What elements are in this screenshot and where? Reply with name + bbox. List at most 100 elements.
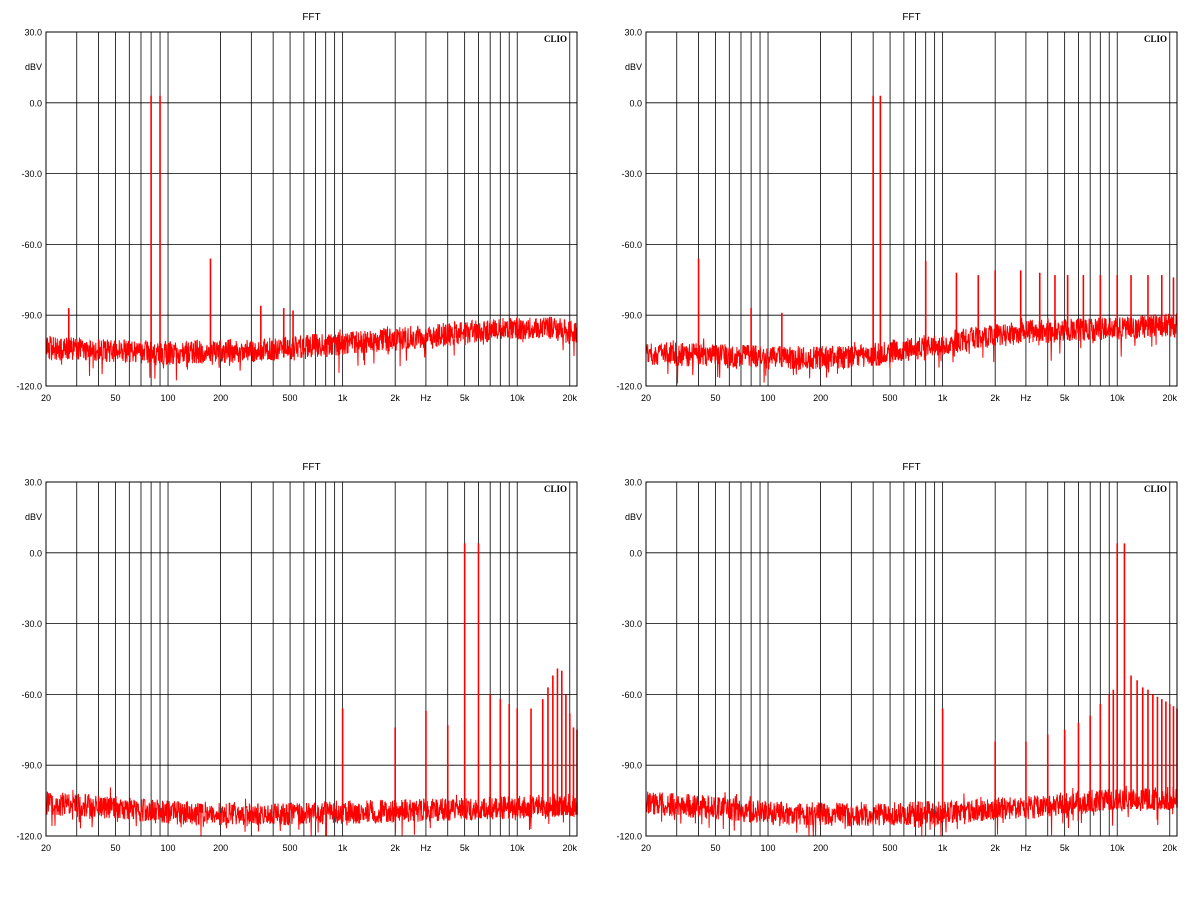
y-tick-label: 30.0 <box>24 478 42 488</box>
x-tick-label: 2k <box>990 393 1000 403</box>
brand-label: CLIO <box>1144 484 1167 494</box>
fft-chart-4: FFTCLIOdBV30.00.0-30.0-60.0-90.0-120.020… <box>616 462 1178 853</box>
y-tick-label: -120.0 <box>616 832 642 842</box>
y-tick-label: -30.0 <box>621 619 642 629</box>
x-tick-label: 20 <box>641 843 651 853</box>
y-axis-label: dBV <box>25 62 42 72</box>
y-tick-label: -90.0 <box>621 761 642 771</box>
x-tick-label: 50 <box>710 393 720 403</box>
x-tick-label: 5k <box>1060 843 1070 853</box>
x-tick-label: 10k <box>1110 393 1125 403</box>
x-tick-label: 50 <box>110 843 120 853</box>
y-axis-label: dBV <box>25 512 42 522</box>
y-tick-label: -120.0 <box>616 382 642 392</box>
chart-title: FFT <box>302 12 320 23</box>
x-tick-label: 200 <box>813 843 828 853</box>
y-tick-label: -90.0 <box>21 761 42 771</box>
x-tick-label: 5k <box>460 843 470 853</box>
chart-title: FFT <box>902 462 920 473</box>
chart-title: FFT <box>902 12 920 23</box>
y-tick-label: -60.0 <box>21 240 42 250</box>
plot-area <box>646 482 1177 836</box>
y-tick-label: -60.0 <box>621 240 642 250</box>
y-tick-label: -90.0 <box>21 311 42 321</box>
x-tick-label: 2k <box>390 393 400 403</box>
y-axis-label: dBV <box>625 62 642 72</box>
chart-title: FFT <box>302 462 320 473</box>
brand-label: CLIO <box>544 34 567 44</box>
x-tick-label: 20 <box>41 393 51 403</box>
x-tick-label: 1k <box>338 843 348 853</box>
fft-chart-2: FFTCLIOdBV30.00.0-30.0-60.0-90.0-120.020… <box>616 12 1178 403</box>
x-tick-label: 5k <box>1060 393 1070 403</box>
fft-chart-1: FFTCLIOdBV30.00.0-30.0-60.0-90.0-120.020… <box>16 12 578 403</box>
y-tick-label: 30.0 <box>624 478 642 488</box>
brand-label: CLIO <box>544 484 567 494</box>
x-tick-label: 1k <box>938 843 948 853</box>
x-tick-label: 100 <box>761 393 776 403</box>
x-tick-label: 100 <box>761 843 776 853</box>
x-tick-label: 50 <box>710 843 720 853</box>
x-tick-label: 500 <box>883 393 898 403</box>
x-tick-label: 100 <box>161 843 176 853</box>
x-tick-label: 20 <box>641 393 651 403</box>
y-tick-label: 0.0 <box>629 548 642 558</box>
peaks <box>67 95 294 363</box>
fft-trace <box>45 787 578 837</box>
plot-area <box>646 32 1177 386</box>
x-tick-label: 10k <box>1110 843 1125 853</box>
x-tick-label: 2k <box>990 843 1000 853</box>
y-tick-label: 30.0 <box>24 28 42 38</box>
x-tick-label: 1k <box>938 393 948 403</box>
x-tick-label: 200 <box>813 393 828 403</box>
plot-frame <box>45 31 578 387</box>
plot-area <box>46 482 577 836</box>
x-tick-label: 2k <box>390 843 400 853</box>
plot-frame <box>645 481 1178 837</box>
fft-chart-3: FFTCLIOdBV30.00.0-30.0-60.0-90.0-120.020… <box>16 462 578 853</box>
x-tick-label: 500 <box>883 843 898 853</box>
x-tick-label: 10k <box>510 843 525 853</box>
plot-frame <box>645 31 1178 387</box>
y-tick-label: 0.0 <box>29 98 42 108</box>
y-tick-label: -90.0 <box>621 311 642 321</box>
x-axis-label: Hz <box>1020 843 1031 853</box>
fft-trace <box>45 316 578 381</box>
y-tick-label: -30.0 <box>21 619 42 629</box>
x-tick-label: 20 <box>41 843 51 853</box>
x-tick-label: 20k <box>1163 843 1178 853</box>
x-tick-label: 50 <box>110 393 120 403</box>
x-tick-label: 200 <box>213 843 228 853</box>
plot-area <box>46 32 577 386</box>
x-tick-label: 500 <box>283 843 298 853</box>
x-tick-label: 100 <box>161 393 176 403</box>
x-axis-label: Hz <box>420 843 431 853</box>
y-tick-label: -120.0 <box>16 832 42 842</box>
fft-trace <box>645 312 1178 384</box>
y-tick-label: 30.0 <box>624 28 642 38</box>
peaks <box>341 543 578 822</box>
brand-label: CLIO <box>1144 34 1167 44</box>
y-tick-label: -30.0 <box>621 169 642 179</box>
y-tick-label: -60.0 <box>621 690 642 700</box>
y-tick-label: -120.0 <box>16 382 42 392</box>
y-tick-label: -30.0 <box>21 169 42 179</box>
x-tick-label: 5k <box>460 393 470 403</box>
x-tick-label: 10k <box>510 393 525 403</box>
plot-frame <box>45 481 578 837</box>
x-tick-label: 20k <box>563 393 578 403</box>
y-tick-label: 0.0 <box>629 98 642 108</box>
y-tick-label: 0.0 <box>29 548 42 558</box>
peaks <box>941 543 1178 822</box>
y-axis-label: dBV <box>625 512 642 522</box>
x-tick-label: 1k <box>338 393 348 403</box>
x-tick-label: 20k <box>1163 393 1178 403</box>
x-axis-label: Hz <box>1020 393 1031 403</box>
x-axis-label: Hz <box>420 393 431 403</box>
fft-trace <box>645 785 1178 837</box>
x-tick-label: 200 <box>213 393 228 403</box>
y-tick-label: -60.0 <box>21 690 42 700</box>
x-tick-label: 20k <box>563 843 578 853</box>
peaks <box>697 95 1175 368</box>
